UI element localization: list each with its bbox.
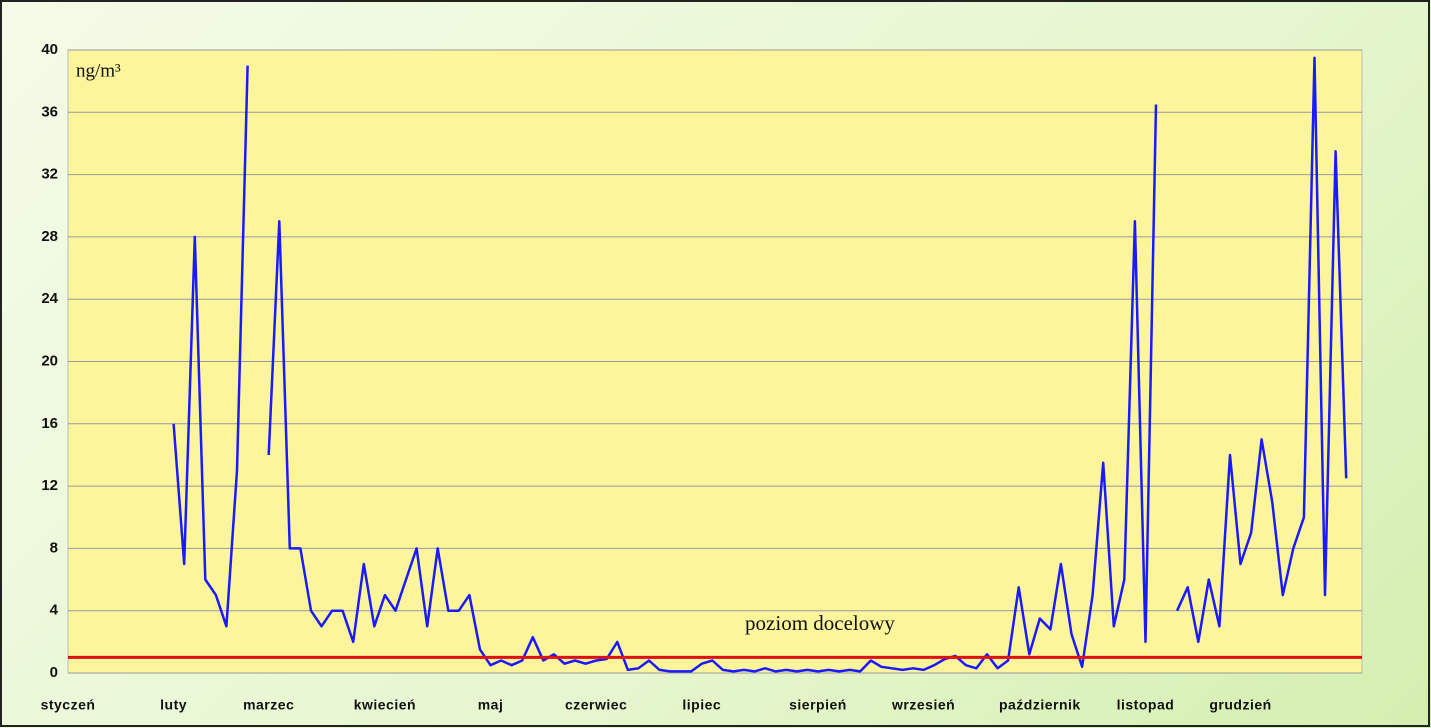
x-tick-label: marzec: [243, 697, 294, 713]
data-line: [172, 56, 1348, 673]
y-tick-label: 36: [41, 103, 58, 120]
x-tick-label: luty: [160, 697, 187, 713]
x-tick-label: czerwiec: [565, 697, 627, 713]
y-tick-label: 0: [50, 664, 58, 681]
y-tick-label: 12: [41, 477, 58, 494]
x-tick-label: październik: [999, 697, 1081, 713]
target-label: poziom docelowy: [745, 611, 895, 635]
x-tick-label: lipiec: [682, 697, 721, 713]
y-tick-label: 16: [41, 415, 58, 432]
unit-label: ng/m³: [76, 60, 121, 81]
x-tick-label: kwiecień: [354, 697, 416, 713]
y-tick-label: 4: [50, 602, 59, 619]
x-tick-label: sierpień: [789, 697, 847, 713]
x-tick-label: listopad: [1117, 697, 1175, 713]
x-tick-label: wrzesień: [891, 697, 955, 713]
y-tick-label: 40: [41, 41, 58, 58]
y-tick-label: 24: [41, 290, 58, 307]
y-tick-label: 32: [41, 166, 58, 183]
x-tick-label: grudzień: [1209, 697, 1271, 713]
y-tick-label: 28: [41, 228, 58, 245]
x-tick-label: maj: [478, 697, 504, 713]
x-tick-label: styczeń: [41, 697, 96, 713]
y-tick-label: 20: [41, 352, 58, 369]
y-tick-label: 8: [50, 539, 58, 556]
